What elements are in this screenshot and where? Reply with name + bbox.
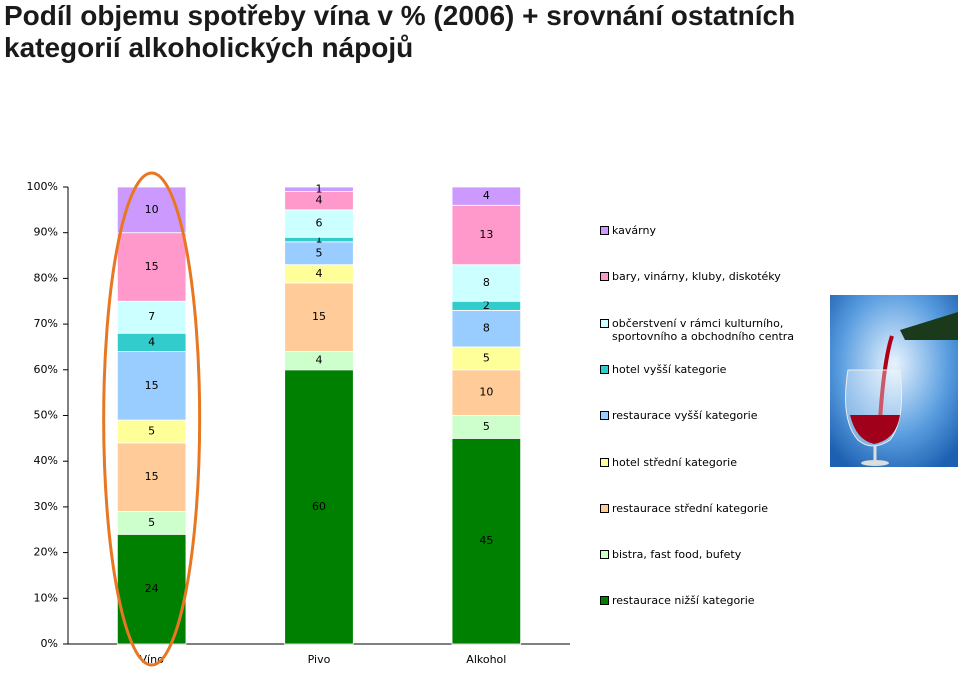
data-label: 5 [316, 246, 323, 259]
legend-label: restaurace vyšší kategorie [612, 409, 758, 423]
data-label: 5 [148, 424, 155, 437]
legend-swatch [600, 364, 609, 374]
data-label: 60 [312, 500, 326, 513]
data-label: 24 [145, 582, 159, 595]
y-tick-label: 90% [34, 226, 58, 239]
legend-label: bary, vinárny, kluby, diskotéky [612, 270, 781, 284]
data-label: 13 [479, 228, 493, 241]
data-label: 45 [479, 534, 493, 547]
bar-segment [451, 437, 522, 645]
x-tick-label: Pivo [308, 653, 331, 666]
legend-swatch [600, 272, 609, 282]
legend-swatch [600, 318, 609, 328]
bar-segment [451, 264, 522, 302]
bar-segment [284, 209, 354, 238]
data-label: 5 [148, 516, 155, 529]
bar-segment [451, 309, 522, 348]
y-tick-label: 20% [34, 546, 58, 559]
data-label: 8 [483, 276, 490, 289]
data-label: 5 [483, 351, 490, 364]
chart-title: Podíl objemu spotřeby vína v % (2006) + … [4, 0, 796, 63]
y-tick-label: 70% [34, 317, 58, 330]
data-label: 5 [483, 420, 490, 433]
legend-label: restaurace nižší kategorie [612, 594, 755, 608]
data-label: 4 [148, 335, 155, 348]
bar-segment [284, 282, 354, 352]
legend-swatch [600, 503, 609, 513]
data-label: 2 [483, 299, 490, 312]
bar-segment [116, 533, 187, 645]
data-label: 7 [148, 310, 155, 323]
bar-segment [116, 232, 187, 302]
data-label: 10 [479, 386, 493, 399]
y-tick-label: 30% [34, 500, 58, 513]
legend-label: bistra, fast food, bufety [612, 548, 742, 562]
y-tick-label: 10% [34, 591, 58, 604]
y-tick-label: 50% [34, 409, 58, 422]
data-label: 4 [316, 354, 323, 367]
bar-segment [284, 369, 354, 645]
bar-segment [451, 204, 522, 266]
bar-segment [451, 186, 522, 206]
data-label: 4 [483, 189, 490, 202]
legend-label: restaurace střední kategorie [612, 501, 769, 515]
y-tick-label: 60% [34, 363, 58, 376]
bar-segment [284, 186, 354, 192]
x-tick-label: Alkohol [466, 653, 506, 666]
data-label: 15 [145, 379, 159, 392]
data-label: 1 [316, 182, 323, 195]
legend-label: hotel střední kategorie [612, 455, 737, 469]
data-label: 15 [312, 310, 326, 323]
legend-swatch [600, 226, 609, 235]
data-label: 8 [483, 322, 490, 335]
legend-swatch [600, 550, 609, 560]
data-label: 4 [316, 267, 323, 280]
highlight-ellipse [102, 171, 202, 667]
wine-image [830, 295, 958, 467]
y-tick-label: 40% [34, 454, 58, 467]
legend-label: hotel vyšší kategorie [612, 362, 727, 376]
data-label: 15 [145, 470, 159, 483]
bar-segment [116, 186, 187, 234]
data-label: 10 [145, 203, 159, 216]
legend-swatch [600, 457, 609, 467]
data-label: 1 [316, 233, 323, 246]
y-tick-label: 100% [27, 180, 58, 193]
legend-label: občerstvení v rámci kulturního, sportovn… [612, 316, 795, 343]
bar-segment [451, 369, 522, 416]
bar-segment [116, 351, 187, 421]
legend-label: kavárny [612, 224, 656, 237]
legend-swatch [600, 411, 609, 421]
bar-segment [116, 442, 187, 512]
data-label: 6 [316, 217, 323, 230]
y-tick-label: 0% [41, 637, 58, 650]
data-label: 15 [145, 260, 159, 273]
y-tick-label: 80% [34, 271, 58, 284]
legend-swatch [600, 596, 609, 606]
data-label: 4 [316, 194, 323, 207]
